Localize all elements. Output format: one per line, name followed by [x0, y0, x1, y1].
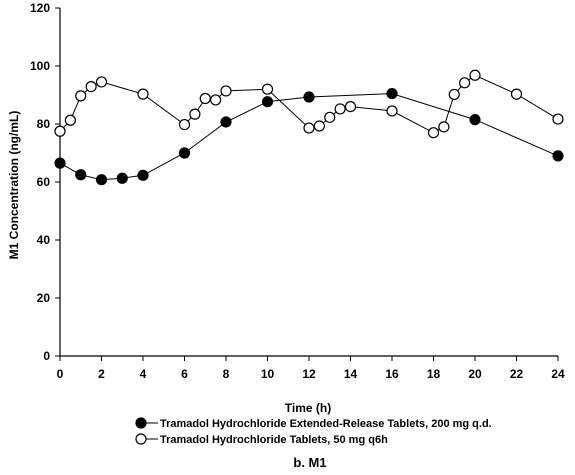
data-point: [459, 77, 471, 89]
y-tick-label: 80: [37, 117, 51, 131]
data-point: [469, 114, 481, 126]
y-axis-label: M1 Concentration (ng/mL): [7, 111, 21, 260]
y-tick-label: 0: [43, 349, 50, 363]
data-point: [510, 88, 523, 100]
legend-marker-immediate-release: [135, 433, 147, 445]
y-tick-label: 40: [37, 233, 51, 247]
data-point: [313, 120, 325, 132]
x-tick-label: 4: [140, 367, 147, 381]
data-point: [344, 100, 357, 113]
axes: [59, 8, 558, 357]
x-axis-ticks: 0 2 4 6 8 10 12 14 16 18 20 22 24: [57, 356, 565, 381]
data-point: [469, 69, 481, 81]
data-point: [261, 83, 274, 95]
data-point: [427, 127, 440, 139]
data-point: [324, 111, 336, 123]
series-immediate-release: [54, 69, 564, 139]
data-point: [75, 90, 87, 102]
legend-marker-extended-release: [135, 417, 147, 429]
data-point: [210, 94, 222, 106]
data-point: [54, 157, 66, 169]
data-point: [137, 88, 149, 100]
x-tick-label: 12: [302, 367, 316, 381]
data-point: [64, 114, 76, 126]
data-point: [303, 122, 315, 134]
y-tick-label: 120: [30, 1, 50, 15]
x-axis-label: Time (h): [285, 401, 331, 415]
legend-label-immediate-release: Tramadol Hydrochloride Tablets, 50 mg q6…: [160, 434, 388, 446]
data-point: [189, 108, 201, 120]
data-point: [261, 96, 274, 108]
data-point: [137, 169, 149, 181]
data-point: [552, 150, 564, 162]
y-tick-label: 20: [37, 291, 51, 305]
y-axis-ticks: 0 20 40 60 80 100 120: [30, 1, 60, 363]
legend: Tramadol Hydrochloride Extended-Release …: [135, 417, 492, 446]
series-extended-release: [54, 87, 564, 186]
legend-label-extended-release: Tramadol Hydrochloride Extended-Release …: [160, 418, 492, 430]
y-tick-label: 100: [30, 59, 50, 73]
data-point: [54, 125, 66, 137]
data-point: [85, 80, 97, 93]
series-line: [59, 93, 559, 181]
data-point: [552, 113, 564, 125]
data-point: [95, 76, 108, 88]
data-point: [95, 174, 108, 186]
data-point: [178, 118, 191, 131]
data-point: [334, 103, 346, 115]
x-tick-label: 18: [427, 367, 441, 381]
data-point: [386, 87, 398, 100]
data-point: [438, 121, 450, 133]
data-point: [75, 169, 87, 181]
x-tick-label: 22: [510, 367, 524, 381]
data-point: [386, 105, 398, 117]
data-point: [178, 147, 191, 159]
x-tick-label: 14: [344, 367, 358, 381]
y-tick-label: 60: [37, 175, 51, 189]
data-point: [448, 88, 460, 101]
data-point: [303, 91, 315, 103]
x-tick-label: 24: [551, 367, 565, 381]
data-point: [199, 92, 211, 105]
x-tick-label: 16: [385, 367, 399, 381]
x-tick-label: 20: [468, 367, 482, 381]
x-tick-label: 2: [98, 367, 105, 381]
x-tick-label: 6: [181, 367, 188, 381]
x-tick-label: 0: [57, 367, 64, 381]
series-layer: [54, 69, 564, 186]
data-point: [220, 116, 232, 128]
figure-caption: b. M1: [293, 455, 326, 470]
data-point: [220, 85, 232, 97]
x-tick-label: 8: [223, 367, 230, 381]
data-point: [116, 172, 128, 184]
x-tick-label: 10: [261, 367, 275, 381]
